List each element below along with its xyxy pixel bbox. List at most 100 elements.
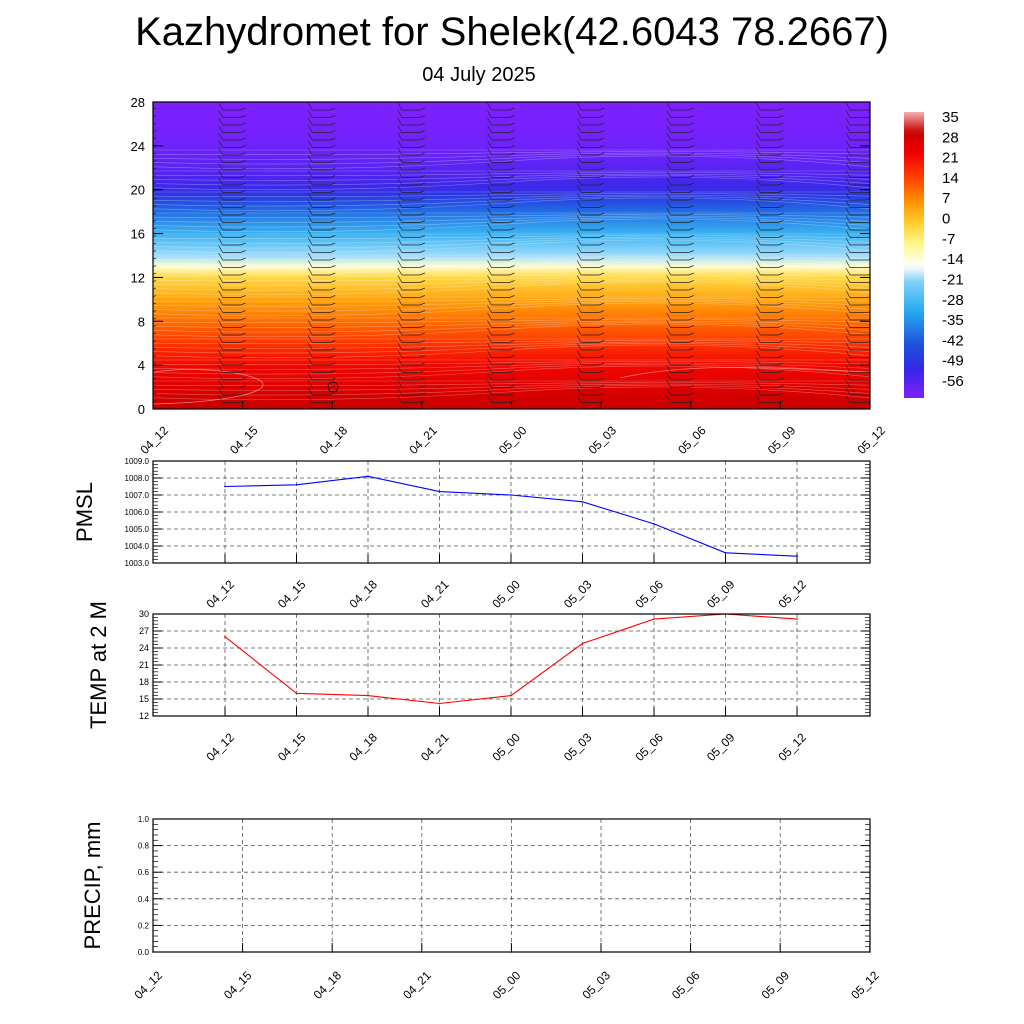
wind-barb-flag [218, 327, 223, 336]
wind-barb [307, 170, 336, 178]
data-point [295, 692, 298, 695]
wind-barb-shaft [509, 392, 515, 396]
wind-barb-flag [487, 275, 492, 283]
wind-barb-shaft [688, 362, 694, 366]
wind-barb [487, 177, 515, 186]
wind-barb [756, 147, 784, 156]
isotherm-line [153, 172, 870, 176]
wind-barb [397, 245, 426, 253]
wind-barb-shaft [688, 317, 694, 321]
isotherm-line [153, 386, 870, 401]
wind-barb-flag [307, 200, 313, 208]
wind-barb-flag [756, 132, 761, 141]
wind-barb-flag [756, 290, 761, 298]
wind-barb [307, 260, 336, 268]
wind-barb-shaft [598, 115, 605, 118]
wind-barb-shaft [419, 130, 426, 133]
wind-barb-flag [845, 387, 851, 396]
wind-barb-flag [487, 230, 492, 238]
wind-barb-shaft [598, 325, 605, 328]
wind-barb-shaft [330, 235, 336, 238]
wind-barb-flag [397, 207, 403, 216]
wind-barb-shaft [778, 317, 784, 321]
wind-barb-shaft [509, 107, 515, 111]
wind-barb-flag [307, 305, 313, 313]
y-tick-label: 15 [139, 694, 149, 704]
wind-barb [756, 117, 784, 126]
wind-barb-flag [666, 282, 672, 291]
wind-barb-flag [129, 118, 133, 125]
wind-barb-flag [487, 110, 492, 118]
wind-barb [397, 267, 426, 276]
wind-barb-flag [666, 132, 672, 141]
wind-barb-shaft [419, 152, 426, 156]
wind-barb [666, 282, 694, 291]
wind-barb-shaft [867, 251, 870, 253]
wind-barb-flag [845, 297, 851, 306]
wind-barb-flag [576, 290, 582, 298]
x-tick-label: 04_18 [317, 423, 351, 457]
y-tick-label: 24 [139, 643, 149, 653]
wind-barb-shaft [330, 362, 336, 366]
wind-barb-shaft [509, 115, 515, 118]
wind-barb-flag [218, 387, 223, 396]
wind-barb-flag [129, 366, 133, 373]
wind-barb-shaft [598, 175, 605, 178]
wind-barb [576, 312, 605, 321]
wind-barb [218, 312, 246, 321]
wind-barb-flag [756, 357, 761, 366]
wind-barb [307, 387, 336, 396]
wind-barb [218, 252, 246, 261]
wind-barb-flag [218, 207, 223, 216]
wind-barb-shaft [509, 235, 515, 238]
wind-barb-flag [845, 222, 851, 231]
wind-barb-shaft [509, 370, 515, 373]
y-tick-label: 12 [131, 270, 145, 285]
wind-barb-flag [845, 110, 851, 118]
wind-barb-flag [307, 395, 313, 403]
y-tick-label: 0.2 [138, 921, 150, 930]
wind-barb [153, 265, 157, 268]
wind-barb-shaft [419, 250, 426, 253]
wind-barb [397, 350, 426, 358]
wind-barb-flag [666, 170, 672, 178]
isotherm-line [153, 319, 870, 323]
wind-barb-shaft [419, 197, 426, 201]
wind-barb-flag [845, 305, 851, 313]
wind-barb-flag [845, 192, 851, 201]
wind-barb-flag [307, 342, 313, 351]
wind-barb-shaft [778, 107, 784, 111]
wind-barb [576, 297, 605, 306]
y-tick-label: 0.4 [138, 895, 150, 904]
y-tick-label: 30 [139, 609, 149, 619]
wind-barb [756, 290, 784, 298]
plot-frame [152, 460, 871, 564]
data-point [724, 552, 727, 554]
wind-barb [307, 237, 336, 246]
wind-barb-flag [129, 298, 133, 305]
wind-barb-flag [756, 267, 761, 276]
wind-barb-flag [666, 155, 672, 163]
wind-barb-shaft [509, 220, 515, 223]
wind-barb [218, 380, 246, 388]
x-tick-label: 04_15 [275, 730, 309, 764]
wind-barb [218, 365, 246, 373]
wind-barb [153, 385, 157, 388]
x-tick-label: 05_06 [632, 577, 666, 611]
wind-barb-flag [218, 192, 223, 201]
colorbar-label: -21 [942, 271, 964, 288]
wind-barb-shaft [598, 197, 605, 201]
wind-barb [845, 327, 870, 336]
wind-barb-flag [666, 350, 672, 358]
wind-barb-flag [576, 230, 582, 238]
wind-barb-flag [756, 155, 761, 163]
wind-barb-flag [307, 380, 313, 388]
wind-barb-flag [397, 245, 403, 253]
isotherm-line [153, 214, 870, 218]
wind-barb [487, 335, 515, 343]
wind-barb-flag [756, 192, 761, 201]
wind-barb-shaft [330, 182, 336, 186]
wind-barb-shaft [688, 392, 694, 396]
wind-barb [576, 305, 605, 313]
wind-barb-flag [397, 350, 403, 358]
